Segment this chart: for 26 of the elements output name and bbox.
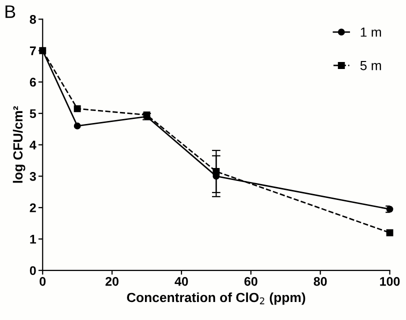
y-tick-label: 6: [30, 78, 36, 87]
y-tick-label: 3: [30, 172, 36, 181]
y-axis-title: log CFU/cm²: [12, 106, 26, 183]
point: [74, 105, 81, 112]
y-tick-label: 8: [30, 15, 36, 24]
y-tick-label: 7: [30, 46, 36, 56]
x-tick-label: 80: [314, 276, 327, 286]
y-tick-label: 2: [30, 203, 36, 212]
point: [386, 206, 394, 213]
x-tick-label: 100: [380, 276, 400, 286]
legend-label: 5 m: [360, 61, 381, 70]
x-tick-label: 20: [106, 276, 118, 286]
point: [386, 229, 394, 236]
point: [143, 111, 150, 118]
text: B: [6, 5, 16, 18]
y-tick-label: 0: [30, 266, 36, 276]
y-tick-label: 1: [30, 234, 36, 244]
point: [212, 168, 220, 175]
point: [74, 122, 81, 130]
x-tick-label: 40: [174, 276, 188, 286]
y-tick-label: 4: [30, 140, 36, 150]
y-tick-label: 5: [30, 109, 36, 118]
x-tick-label: 0: [40, 276, 46, 286]
x-tick-label: 60: [244, 276, 258, 286]
legend-label: 1 m: [360, 28, 381, 37]
x-axis-title: Concentration of ClO$_{2}$ (ppm): [127, 292, 306, 305]
